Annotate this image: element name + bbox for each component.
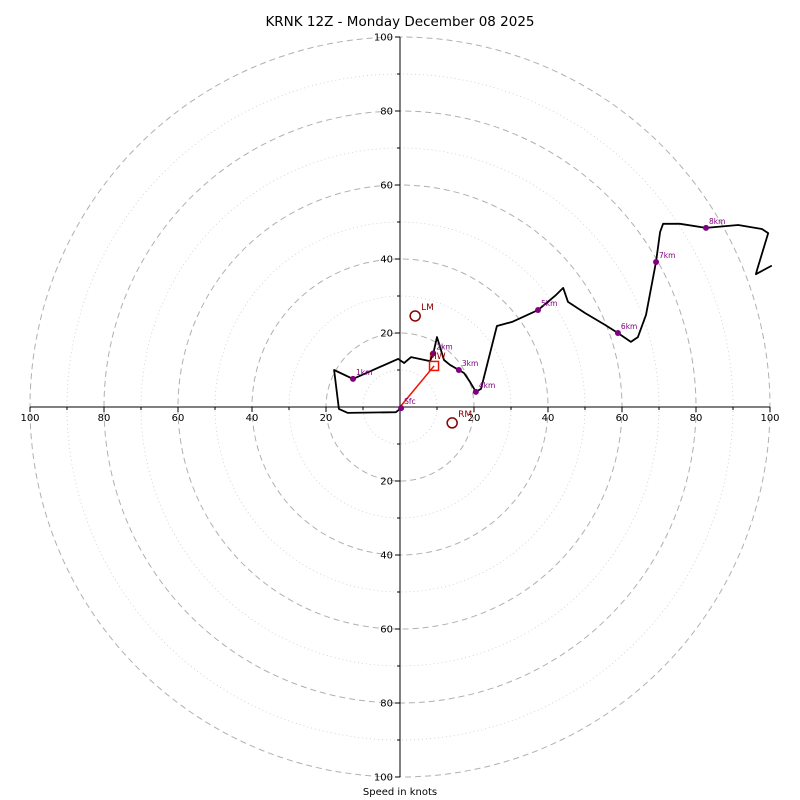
mean-wind-marker <box>428 360 440 372</box>
y-axis-tick-label: 20 <box>380 329 393 340</box>
height-label-8km: 8km <box>709 217 725 226</box>
x-axis-tick-label: 100 <box>760 413 779 424</box>
x-axis-tick-label: 40 <box>542 413 555 424</box>
height-marker-5km <box>535 307 542 314</box>
height-label-sfc: Sfc <box>404 397 416 406</box>
height-markers: Sfc 1km 2km 3km 4km 5km 6km 7km 8km <box>350 217 725 412</box>
x-axis-tick-label: 100 <box>20 413 39 424</box>
mean-wind-vector-group <box>399 365 435 408</box>
x-axis-tick-label: 60 <box>172 413 185 424</box>
height-marker-sfc <box>398 405 405 412</box>
storm-motion-label-lm: LM <box>421 303 434 313</box>
height-marker-4km <box>472 388 479 395</box>
hodograph-trace <box>333 222 772 414</box>
height-marker-3km <box>455 367 462 373</box>
mean-wind-label: MW <box>429 352 446 362</box>
y-axis-tick-label: 60 <box>380 625 393 636</box>
y-axis-tick-label: 20 <box>380 477 393 488</box>
storm-motion-label-rm: RM <box>458 410 472 420</box>
x-axis-label: Speed in knots <box>363 787 437 798</box>
height-label-6km: 6km <box>621 322 637 331</box>
y-axis-tick-label: 80 <box>380 699 393 710</box>
y-axis-tick-label: 80 <box>380 107 393 118</box>
height-marker-6km <box>614 330 621 336</box>
height-label-7km: 7km <box>659 251 675 260</box>
height-marker-2km <box>430 350 437 357</box>
chart-title: KRNK 12Z - Monday December 08 2025 <box>265 14 534 30</box>
height-label-5km: 5km <box>541 299 557 308</box>
height-label-1km: 1km <box>356 368 372 377</box>
y-axis-tick-label: 100 <box>374 33 393 44</box>
mean-wind-vector <box>399 365 435 408</box>
y-axis-tick-label: 100 <box>374 773 393 784</box>
hodograph-trace-line <box>333 222 772 414</box>
height-label-3km: 3km <box>462 359 478 368</box>
storm-motion-marker-rm <box>446 417 458 429</box>
x-axis-tick-label: 80 <box>98 413 111 424</box>
x-axis-tick-label: 20 <box>320 413 333 424</box>
x-axis-tick-label: 80 <box>690 413 703 424</box>
storm-motion-marker-lm <box>409 310 421 322</box>
x-axis-tick-label: 20 <box>468 413 481 424</box>
x-axis-tick-label: 60 <box>616 413 629 424</box>
height-marker-8km <box>702 224 709 231</box>
height-label-4km: 4km <box>479 381 495 390</box>
x-axis-tick-label: 40 <box>246 413 259 424</box>
height-marker-1km <box>350 375 357 382</box>
y-axis-tick-label: 40 <box>380 255 393 266</box>
y-axis-tick-label: 40 <box>380 551 393 562</box>
height-label-2km: 2km <box>436 342 452 351</box>
storm-motion-markers: LM RM MW <box>409 303 472 429</box>
height-marker-7km <box>653 258 660 265</box>
y-axis-tick-label: 60 <box>380 181 393 192</box>
